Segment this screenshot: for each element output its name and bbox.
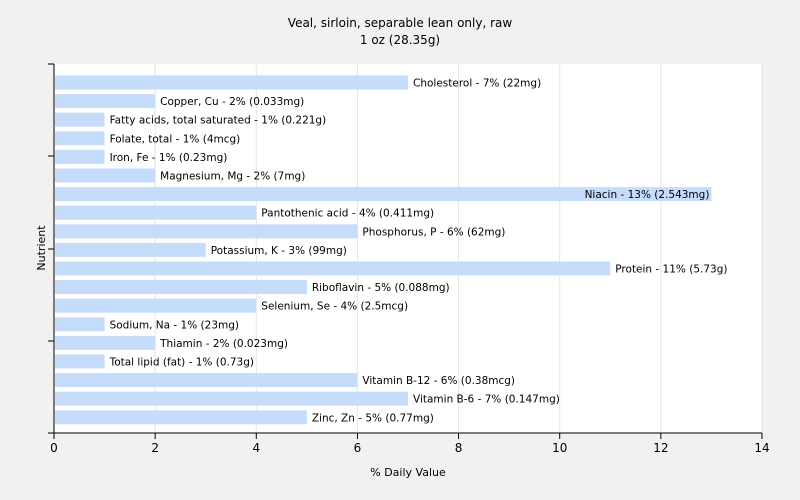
bar: [55, 335, 156, 350]
bar-label: Copper, Cu - 2% (0.033mg): [160, 96, 304, 108]
bar: [55, 94, 156, 109]
bar: [55, 354, 105, 369]
bar-label: Niacin - 13% (2.543mg): [585, 189, 710, 201]
bar-label: Riboflavin - 5% (0.088mg): [312, 282, 450, 294]
bar-label: Cholesterol - 7% (22mg): [413, 78, 541, 90]
bar-label: Potassium, K - 3% (99mg): [211, 245, 347, 257]
bar: [55, 168, 156, 183]
bar-label: Folate, total - 1% (4mcg): [110, 133, 241, 145]
bar-labels: Cholesterol - 7% (22mg) Copper, Cu - 2% (…: [109, 78, 728, 425]
bar: [55, 391, 408, 406]
x-axis-ticks: 0 2 4 6 8 10 12 14: [50, 433, 770, 455]
bar: [55, 187, 712, 202]
x-axis-title: % Daily Value: [370, 466, 446, 479]
bar-label: Total lipid (fat) - 1% (0.73g): [109, 357, 254, 369]
x-tick-label: 6: [354, 441, 362, 455]
x-tick-label: 4: [252, 441, 260, 455]
bar-label: Zinc, Zn - 5% (0.77mg): [312, 412, 434, 424]
bar: [55, 280, 307, 295]
bar: [55, 317, 105, 332]
bar-label: Sodium, Na - 1% (23mg): [110, 319, 239, 331]
bar-label: Thiamin - 2% (0.023mg): [159, 338, 288, 350]
x-tick-label: 8: [455, 441, 463, 455]
bar: [55, 149, 105, 164]
x-tick-label: 14: [754, 441, 769, 455]
x-tick-label: 0: [50, 441, 58, 455]
bar: [55, 261, 611, 276]
bar: [55, 242, 206, 257]
gridlines: [154, 64, 763, 433]
y-axis-title: Nutrient: [35, 225, 48, 271]
x-tick-label: 12: [653, 441, 668, 455]
bar: [55, 131, 105, 146]
bar: [55, 112, 105, 127]
bar-label: Vitamin B-6 - 7% (0.147mg): [413, 394, 560, 406]
bars: [55, 75, 712, 425]
bar: [55, 410, 307, 425]
x-tick-label: 2: [151, 441, 159, 455]
bar-label: Magnesium, Mg - 2% (7mg): [160, 171, 305, 183]
bar-label: Protein - 11% (5.73g): [615, 264, 727, 276]
bar: [55, 224, 358, 239]
bar: [55, 205, 257, 220]
y-axis-ticks: [48, 63, 54, 434]
bar-label: Selenium, Se - 4% (2.5mcg): [261, 301, 408, 313]
bar: [55, 373, 358, 388]
bar-label: Phosphorus, P - 6% (62mg): [362, 226, 505, 238]
chart-subtitle: 1 oz (28.35g): [360, 33, 440, 47]
bar-label: Pantothenic acid - 4% (0.411mg): [261, 208, 434, 220]
bar: [55, 75, 408, 90]
bar-label: Vitamin B-12 - 6% (0.38mcg): [362, 375, 515, 387]
x-tick-label: 10: [552, 441, 567, 455]
chart-title: Veal, sirloin, separable lean only, raw: [288, 16, 513, 30]
bar: [55, 298, 257, 313]
bar-label: Fatty acids, total saturated - 1% (0.221…: [110, 115, 327, 127]
bar-label: Iron, Fe - 1% (0.23mg): [110, 152, 228, 164]
